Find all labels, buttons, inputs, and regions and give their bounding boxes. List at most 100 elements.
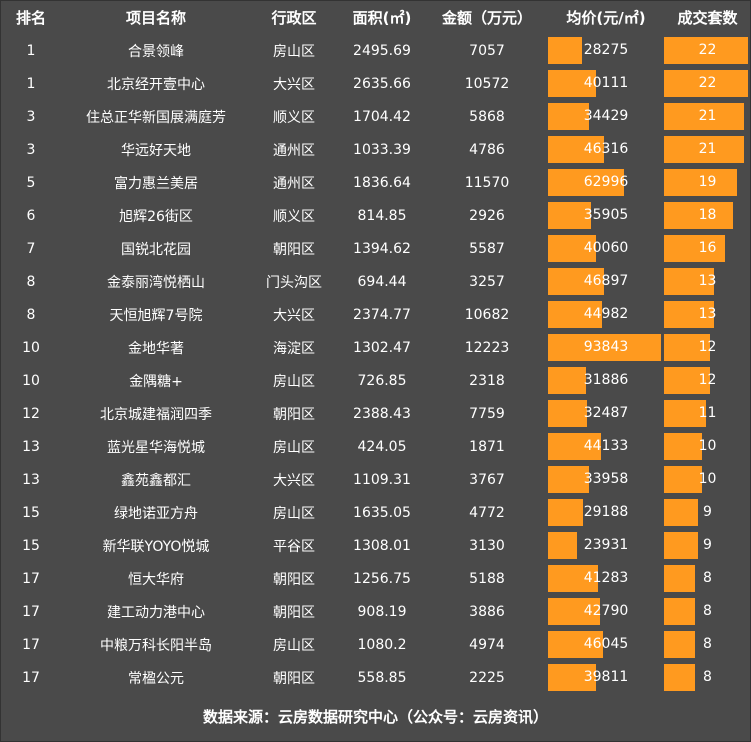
cell-area: 1836.64 [353, 174, 411, 191]
cell-price: 23931 [548, 529, 664, 562]
cell-district: 朝阳区 [273, 604, 315, 621]
cell-rank: 8 [26, 273, 36, 290]
cell-amount: 2225 [469, 669, 505, 686]
cell-rank: 1 [26, 75, 36, 92]
count-value: 22 [698, 42, 717, 58]
table-row: 13 蓝光星华海悦城 房山区 424.05 1871 44133 10 [0, 430, 751, 463]
table-row: 17 常楹公元 朝阳区 558.85 2225 39811 8 [0, 661, 751, 694]
cell-amount: 10572 [464, 75, 510, 92]
cell-name: 旭辉26街区 [119, 208, 193, 225]
count-bar [664, 103, 744, 130]
cell-rank: 12 [22, 405, 40, 422]
cell-count: 21 [664, 100, 751, 133]
cell-rank: 3 [26, 141, 36, 158]
cell-district: 朝阳区 [273, 670, 315, 687]
cell-district: 房山区 [273, 43, 315, 60]
cell-area: 1302.47 [353, 339, 411, 356]
cell-count: 12 [664, 364, 751, 397]
header-district: 行政区 [271, 8, 317, 27]
cell-amount: 5868 [469, 108, 505, 125]
count-value: 11 [698, 405, 717, 421]
cell-count: 8 [664, 661, 751, 694]
price-bar [548, 433, 601, 460]
table-row: 5 富力惠兰美居 通州区 1836.64 11570 62996 19 [0, 166, 751, 199]
cell-count: 12 [664, 331, 751, 364]
cell-district: 平谷区 [273, 538, 315, 555]
cell-name: 合景领峰 [128, 43, 184, 60]
cell-price: 35905 [548, 199, 664, 232]
table-row: 17 恒大华府 朝阳区 1256.75 5188 41283 8 [0, 562, 751, 595]
cell-district: 房山区 [273, 505, 315, 522]
count-value: 16 [698, 240, 717, 256]
cell-amount: 12223 [464, 339, 510, 356]
table-row: 7 国锐北花园 朝阳区 1394.62 5587 40060 16 [0, 232, 751, 265]
table-row: 3 华远好天地 通州区 1033.39 4786 46316 21 [0, 133, 751, 166]
cell-name: 绿地诺亚方舟 [114, 505, 198, 522]
cell-rank: 7 [26, 240, 36, 257]
cell-count: 9 [664, 529, 751, 562]
cell-price: 29188 [548, 496, 664, 529]
cell-amount: 2318 [469, 372, 505, 389]
cell-district: 门头沟区 [266, 274, 322, 291]
price-bar [548, 334, 661, 361]
table-header-row: 排名 项目名称 行政区 面积(㎡) 金额（万元） 均价(元/㎡) 成交套数 [0, 0, 751, 34]
cell-area: 1704.42 [353, 108, 411, 125]
cell-rank: 3 [26, 108, 36, 125]
cell-price: 40111 [548, 67, 664, 100]
cell-count: 11 [664, 397, 751, 430]
price-bar [548, 400, 587, 427]
table-row: 8 天恒旭辉7号院 大兴区 2374.77 10682 44982 13 [0, 298, 751, 331]
cell-count: 8 [664, 595, 751, 628]
count-bar [664, 169, 737, 196]
price-value: 33958 [583, 471, 629, 487]
cell-rank: 5 [26, 174, 36, 191]
cell-name: 金隅糖+ [129, 373, 183, 390]
count-value: 9 [703, 504, 712, 520]
price-bar [548, 103, 589, 130]
cell-name: 住总正华新国展满庭芳 [86, 109, 226, 126]
cell-price: 44133 [548, 430, 664, 463]
count-bar [664, 235, 725, 262]
count-value: 18 [698, 207, 717, 223]
data-source-footer: 数据来源：云房数据研究中心（公众号：云房资讯） [202, 708, 548, 726]
cell-area: 558.85 [357, 669, 407, 686]
cell-name: 北京城建福润四季 [100, 406, 212, 423]
cell-price: 46045 [548, 628, 664, 661]
count-bar [664, 433, 702, 460]
count-bar [664, 367, 710, 394]
count-value: 22 [698, 75, 717, 91]
cell-price: 46316 [548, 133, 664, 166]
cell-name: 常楹公元 [128, 670, 184, 687]
cell-rank: 15 [22, 537, 40, 554]
cell-rank: 6 [26, 207, 36, 224]
cell-name: 中粮万科长阳半岛 [100, 637, 212, 654]
cell-area: 1109.31 [353, 471, 411, 488]
cell-amount: 7057 [469, 42, 505, 59]
cell-rank: 13 [22, 438, 40, 455]
cell-amount: 5188 [469, 570, 505, 587]
cell-area: 908.19 [357, 603, 407, 620]
cell-count: 22 [664, 34, 751, 67]
cell-price: 40060 [548, 232, 664, 265]
cell-count: 19 [664, 166, 751, 199]
cell-area: 814.85 [357, 207, 407, 224]
cell-area: 726.85 [357, 372, 407, 389]
price-value: 34429 [583, 108, 629, 124]
count-value: 19 [698, 174, 717, 190]
cell-amount: 10682 [464, 306, 510, 323]
header-amount: 金额（万元） [441, 8, 532, 27]
cell-name: 金地华著 [128, 340, 184, 357]
cell-price: 33958 [548, 463, 664, 496]
price-value: 39811 [583, 669, 629, 685]
count-bar [664, 202, 733, 229]
cell-name: 北京经开壹中心 [107, 76, 205, 93]
count-bar [664, 532, 698, 559]
price-value: 44982 [583, 306, 629, 322]
count-bar [664, 70, 748, 97]
price-bar [548, 37, 582, 64]
count-value: 21 [698, 108, 717, 124]
cell-rank: 17 [22, 603, 40, 620]
cell-count: 21 [664, 133, 751, 166]
cell-district: 朝阳区 [273, 406, 315, 423]
cell-count: 10 [664, 430, 751, 463]
